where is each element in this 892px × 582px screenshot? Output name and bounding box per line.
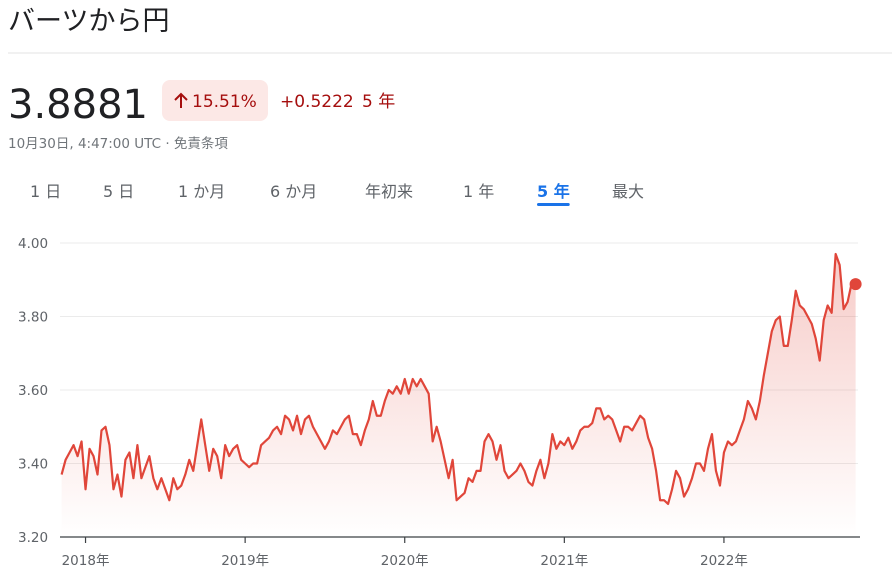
- period: 5 年: [362, 92, 395, 112]
- y-tick-label: 4.00: [18, 236, 48, 252]
- up-arrow: [174, 92, 188, 108]
- y-tick-label: 3.80: [18, 310, 48, 326]
- x-tick-label: 2019年: [221, 553, 269, 569]
- tab-underline: [537, 203, 570, 206]
- change: +0.5222: [280, 92, 354, 112]
- tab[interactable]: 1 か月: [178, 182, 225, 201]
- title: バーツから円: [8, 6, 169, 37]
- change-percent: 15.51%: [192, 92, 257, 112]
- y-tick-label: 3.40: [18, 457, 48, 473]
- x-tick-label: 2021年: [540, 553, 588, 569]
- change-badge: [162, 80, 268, 121]
- price: 3.8881: [8, 82, 148, 128]
- tab[interactable]: 5 年: [537, 182, 570, 201]
- tab[interactable]: 1 年: [463, 182, 494, 201]
- area: [61, 254, 856, 537]
- y-tick-label: 3.60: [18, 383, 48, 399]
- tab[interactable]: 1 日: [30, 182, 61, 201]
- disclaimer-link[interactable]: 免責条項: [174, 135, 228, 152]
- line: [60, 252, 856, 506]
- timestamp: 10月30日, 4:47:00 UTC · 免責条項: [8, 135, 228, 152]
- x-tick-label: 2022年: [700, 553, 748, 569]
- plot: 3.20 3.40 3.60 3.80 4.00 2018年 2019年 2020年 2021年…: [18, 236, 862, 569]
- x-tick-label: 2020年: [381, 553, 429, 569]
- tab[interactable]: 最大: [612, 182, 644, 201]
- tab[interactable]: 6 か月: [270, 182, 317, 201]
- last-point: [849, 278, 862, 291]
- y-tick-label: 3.20: [18, 530, 48, 546]
- tab[interactable]: 5 日: [103, 182, 134, 201]
- tab[interactable]: 年初来: [365, 182, 413, 201]
- timestamp-text: 10月30日, 4:47:00 UTC ·: [8, 136, 174, 152]
- x-tick-label: 2018年: [62, 553, 110, 569]
- tab-bar: 1 日 5 日 1 か月 6 か月 年初来 1 年 5 年 最大: [30, 182, 644, 206]
